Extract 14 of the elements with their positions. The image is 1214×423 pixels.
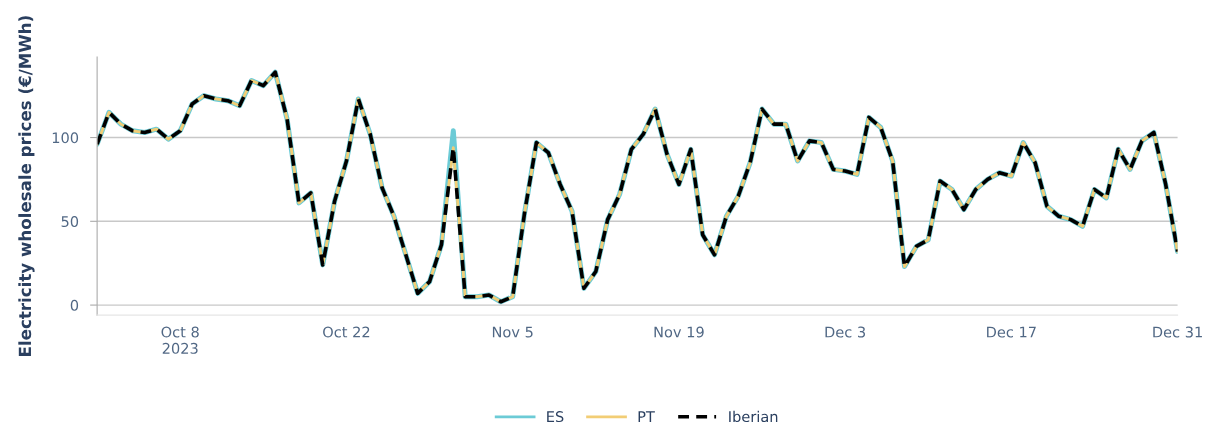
y-axis-title: Electricity wholesale prices (€/MWh): [18, 16, 35, 356]
x-tick-label: Dec 17: [987, 326, 1036, 338]
x-tick-label: Nov 19: [654, 326, 704, 338]
legend-label: ES: [547, 411, 564, 423]
y-tick-label: 100: [52, 132, 79, 144]
legend-label: Iberian: [729, 410, 778, 423]
x-tick-label: Dec 31: [1153, 326, 1202, 338]
x-tick-label: Oct 22: [323, 326, 370, 338]
y-tick-label: 0: [70, 299, 79, 311]
x-tick-label: Nov 5: [492, 326, 533, 338]
y-tick-label: 50: [61, 216, 79, 228]
legend-label: PT: [638, 411, 655, 422]
x-tick-label: Dec 3: [825, 326, 866, 338]
x-tick-label: Oct 8 2023: [161, 326, 199, 354]
